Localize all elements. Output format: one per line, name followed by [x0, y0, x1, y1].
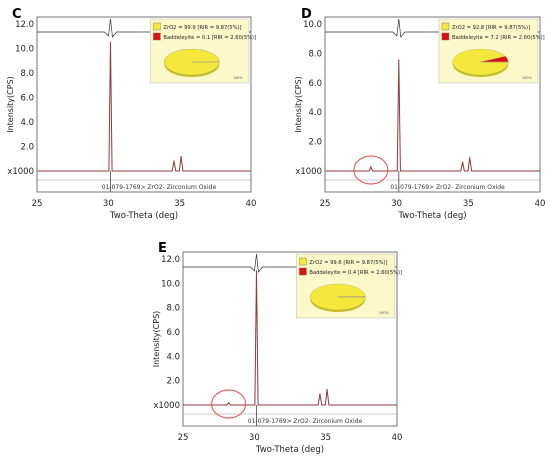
reference-label: 01-079-1769> ZrO2- Zirconium Oxide	[248, 418, 363, 425]
x-tick-label: 40	[246, 199, 257, 209]
y-tick-label: x1000	[153, 401, 180, 411]
panel-label: E	[158, 241, 167, 256]
legend-entry: Baddeleyite = 0.4 [RIR = 2.60(5%)]	[309, 270, 402, 276]
y-tick-label: 12.0	[15, 20, 34, 30]
legend-entry: ZrO2 = 99.6 [RIR = 9.87(5%)]	[309, 260, 387, 266]
peak-point	[228, 402, 230, 404]
diffraction-pattern	[325, 60, 540, 172]
x-tick-label: 35	[463, 199, 474, 209]
y-axis-label: Intensity(CPS)	[6, 76, 15, 133]
pie-label: 100%	[522, 76, 533, 80]
x-axis-label: Two-Theta (deg)	[397, 211, 466, 221]
panel-e: E12.0 10.0 8.0 6.0 4.0 2.0 x1000 25 30 35 40 Two-Th…	[152, 241, 402, 455]
x-axis-label: Two-Theta (deg)	[255, 445, 324, 455]
y-tick-label: x1000	[7, 167, 34, 177]
upper-trace	[183, 253, 397, 273]
y-tick-label: x1000	[295, 167, 322, 177]
reference-label: 01-079-1769> ZrO2- Zirconium Oxide	[390, 184, 505, 191]
peak-point	[109, 41, 112, 44]
legend-swatch	[153, 22, 161, 31]
y-tick-label: 8.0	[20, 69, 34, 79]
legend-swatch	[441, 32, 450, 41]
y-tick-label: 6.0	[166, 328, 180, 338]
y-tick-label: 4.0	[20, 118, 34, 128]
y-tick-label: 8.0	[308, 49, 322, 59]
y-tick-label: 12.0	[161, 255, 180, 265]
y-tick-label: 10.0	[15, 45, 34, 55]
peak-point	[180, 155, 182, 158]
legend-swatch	[441, 22, 450, 31]
pie-label: 100%	[379, 311, 390, 315]
y-tick-label: 4.0	[308, 108, 322, 118]
legend-entry: Baddeleyite = 7.2 [RIR = 2.60(5%)]	[452, 35, 545, 41]
peak-point	[370, 166, 372, 168]
x-tick-label: 30	[103, 199, 114, 209]
highlight-circle	[353, 155, 389, 185]
x-tick-label: 25	[320, 199, 331, 209]
y-tick-label: 2.0	[166, 377, 180, 387]
peak-point	[469, 157, 471, 159]
y-tick-label: 10.0	[161, 279, 180, 289]
peak-point	[173, 160, 175, 162]
peak-point	[462, 161, 464, 163]
y-axis-label: Intensity(CPS)	[294, 76, 303, 133]
legend-entry: Baddeleyite = 0.1 [RIR = 2.60(5%)]	[163, 35, 256, 41]
x-tick-label: 40	[392, 433, 403, 443]
y-tick-label: 10.0	[303, 20, 322, 30]
reference-label: 01-079-1769> ZrO2- Zirconium Oxide	[102, 184, 217, 191]
panel-c: C12.0 10.0 8.0 6.0 4.0 2.0 x1000 25 30 35 40 Two-Th…	[6, 7, 256, 221]
x-tick-label: 25	[178, 433, 189, 443]
x-tick-label: 30	[391, 199, 402, 209]
y-tick-label: 6.0	[308, 79, 322, 89]
x-axis-label: Two-Theta (deg)	[109, 211, 178, 221]
legend-entry: ZrO2 = 92.8 [RIR = 9.87(5%)]	[452, 25, 530, 31]
peak-point	[255, 270, 258, 272]
pie-label: 100%	[233, 76, 244, 80]
x-tick-label: 35	[320, 433, 331, 443]
y-tick-label: 4.0	[166, 352, 180, 362]
highlight-circle	[211, 389, 247, 419]
x-tick-label: 25	[32, 199, 43, 209]
panel-label: D	[301, 7, 312, 22]
panel-d: D10.0 8.0 6.0 4.0 2.0 x1000 25 30 35 40 Two-Theta …	[294, 7, 545, 221]
x-tick-label: 35	[174, 199, 185, 209]
panel-label: C	[12, 7, 22, 22]
y-tick-label: 2.0	[308, 138, 322, 148]
y-tick-label: 2.0	[20, 143, 34, 153]
peak-point	[319, 393, 321, 395]
peak-point	[326, 389, 328, 391]
x-tick-label: 30	[249, 433, 260, 443]
x-tick-label: 40	[535, 199, 546, 209]
legend-swatch	[299, 267, 307, 276]
y-tick-label: 6.0	[20, 94, 34, 104]
y-axis-label: Intensity(CPS)	[152, 311, 161, 368]
upper-trace	[325, 18, 540, 38]
legend-swatch	[299, 257, 307, 266]
legend-swatch	[153, 32, 161, 41]
y-tick-label: 8.0	[166, 304, 180, 314]
upper-trace	[37, 18, 251, 38]
peak-point	[398, 59, 400, 61]
legend-entry: ZrO2 = 99.9 [RIR = 9.87(5%)]	[163, 25, 241, 31]
